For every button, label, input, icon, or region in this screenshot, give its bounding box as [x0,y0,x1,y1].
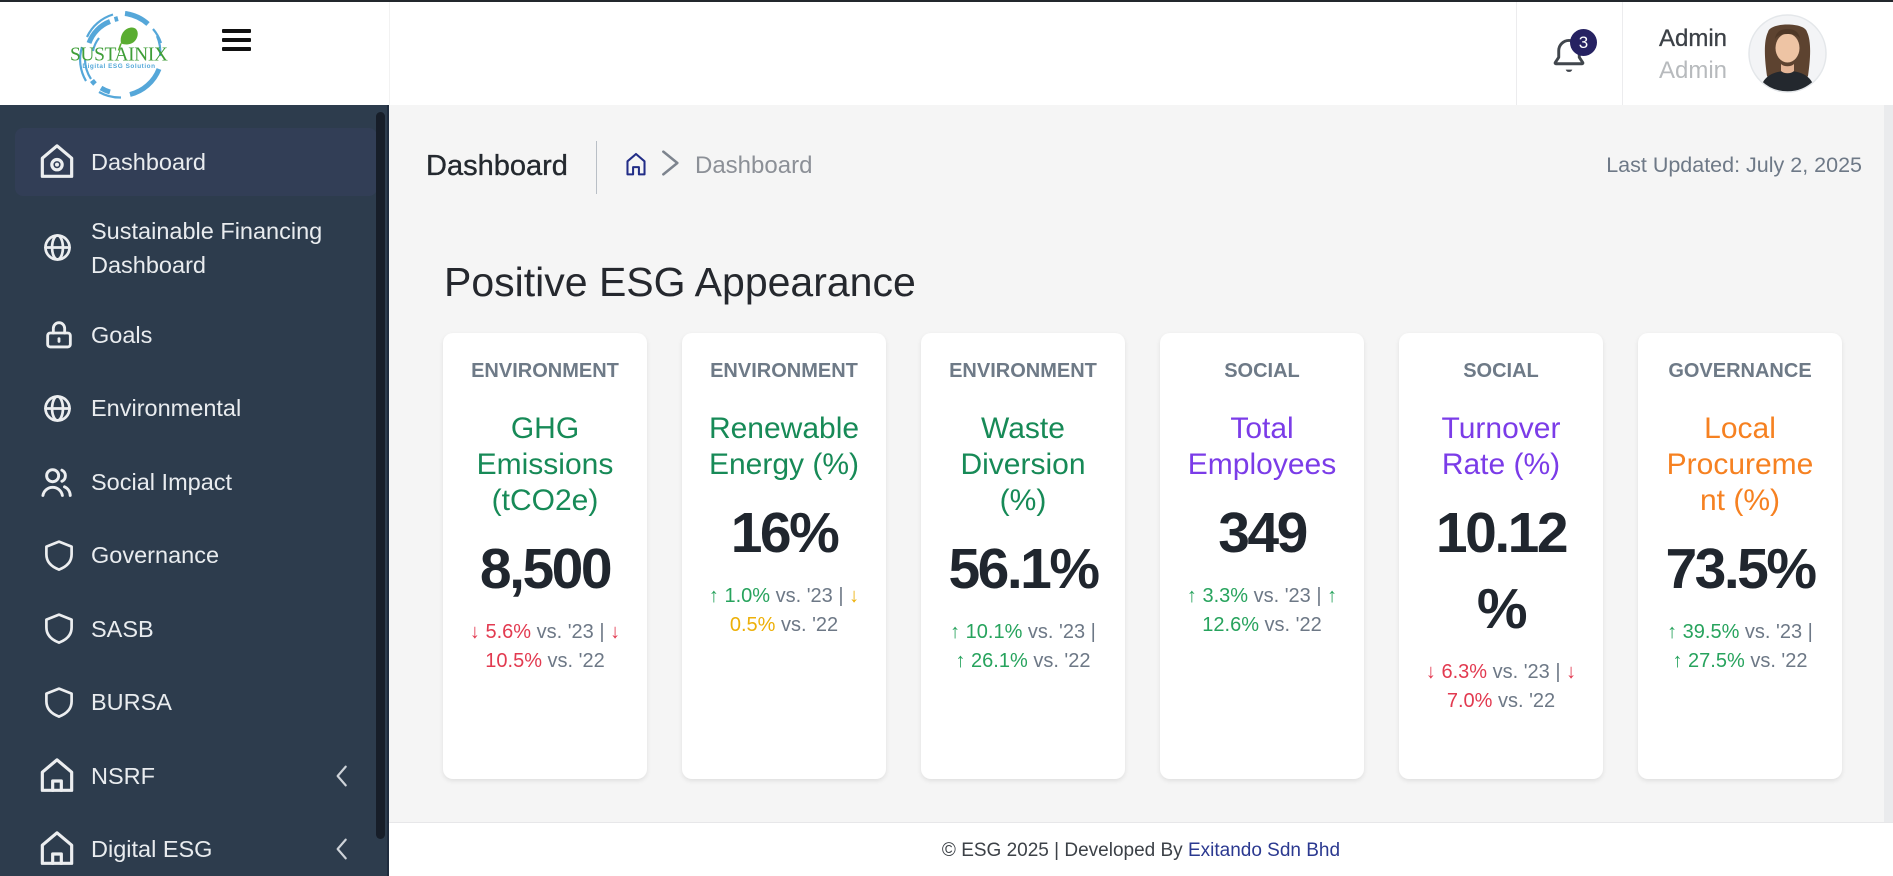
svg-text:Digital ESG Solution: Digital ESG Solution [82,63,155,70]
svg-text:SUSTAINIX: SUSTAINIX [70,45,168,66]
